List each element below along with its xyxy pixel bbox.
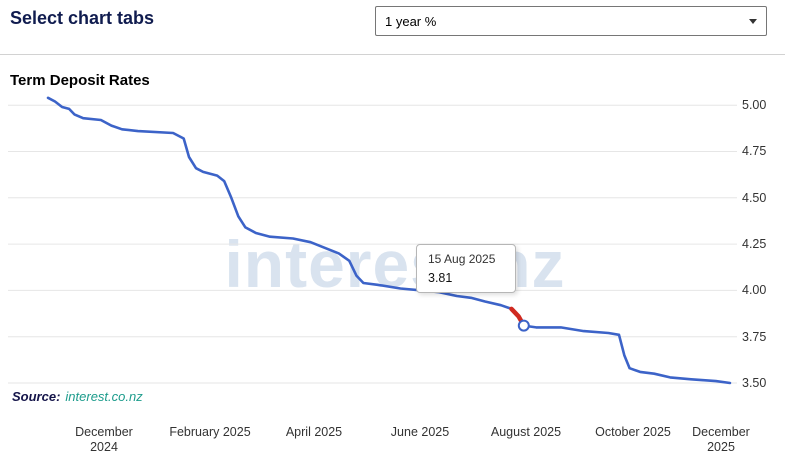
tooltip-date: 15 Aug 2025 <box>428 252 496 266</box>
source-label: Source: <box>12 389 61 404</box>
chart-tab-select[interactable]: 1 year % <box>375 6 767 36</box>
chart-tab-select-wrap[interactable]: 1 year % <box>375 6 767 36</box>
y-axis-label: 4.50 <box>742 190 767 205</box>
x-axis-label: April 2025 <box>285 425 343 439</box>
x-axis-label: December 2024 <box>75 425 133 454</box>
chart-title: Term Deposit Rates <box>10 72 150 89</box>
y-axis-label: 4.75 <box>742 144 767 159</box>
y-axis-label: 4.00 <box>742 283 767 298</box>
chart-tooltip: 15 Aug 2025 3.81 <box>416 244 516 293</box>
chart-source: Source: interest.co.nz <box>12 389 143 404</box>
y-axis-label: 3.75 <box>742 329 767 344</box>
x-axis-label: October 2025 <box>595 425 671 439</box>
x-axis-label: June 2025 <box>390 425 450 439</box>
y-axis-label: 3.50 <box>742 376 767 390</box>
chart: interest.nz 15 Aug 2025 3.81 5.00 4.75 4.5… <box>0 88 785 459</box>
tooltip-value: 3.81 <box>428 271 453 285</box>
x-axis-label: February 2025 <box>169 425 251 439</box>
x-axis-label: December 2025 <box>692 425 750 454</box>
x-axis-label: August 2025 <box>490 425 562 439</box>
source-link[interactable]: interest.co.nz <box>65 389 143 404</box>
y-axis-label: 4.25 <box>742 237 767 252</box>
page-title: Select chart tabs <box>10 8 155 28</box>
chart-canvas <box>8 96 737 385</box>
y-axis-label: 5.00 <box>742 98 767 113</box>
header-divider <box>0 54 785 55</box>
